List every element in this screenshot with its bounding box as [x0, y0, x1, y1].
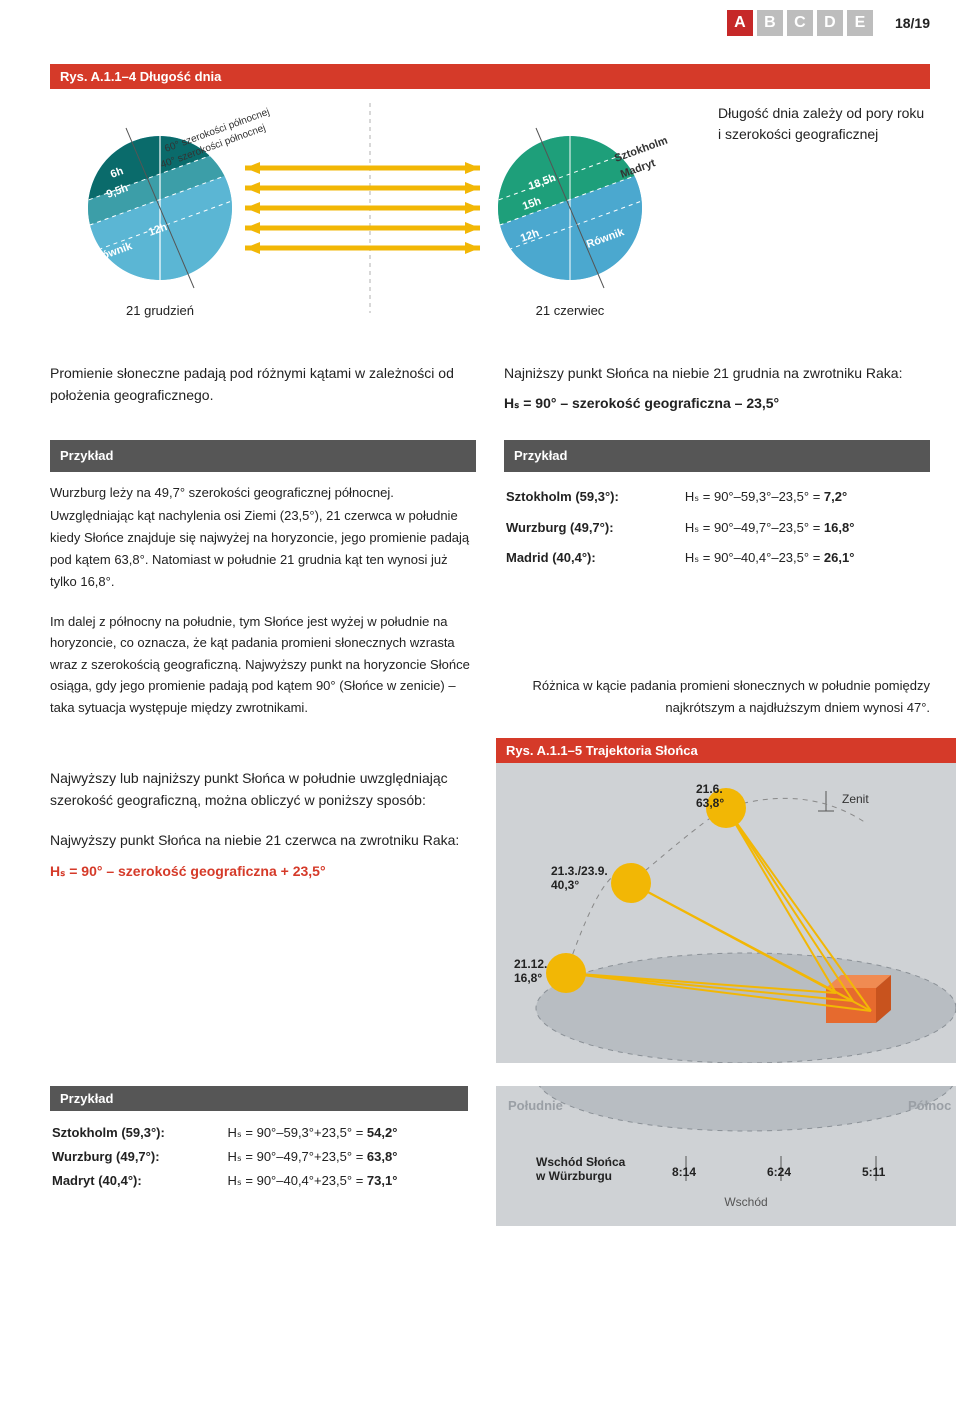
tab-e[interactable]: E — [847, 10, 873, 36]
trajectory-lower-svg: Południe Północ 8:14 6:24 5:11 Wschód Słońcaw… — [496, 1086, 956, 1226]
trajectory-svg: Zenit 21.6.63,8° 21.3./23.9.40,3° 21.12.16,… — [496, 763, 956, 1063]
example1-text: Wurzburg leży na 49,7° szerokości geogra… — [50, 482, 476, 592]
intro-row: Promienie słoneczne padają pod różnymi k… — [50, 363, 930, 414]
svg-text:Zenit: Zenit — [842, 792, 869, 806]
top-tab-bar: A B C D E 18/19 — [50, 10, 930, 36]
followup-row: Im dalej z północny na południe, tym Sło… — [50, 611, 930, 718]
intro-left: Promienie słoneczne padają pod różnymi k… — [50, 363, 476, 414]
svg-text:21.6.: 21.6. — [696, 782, 723, 796]
svg-text:6:24: 6:24 — [767, 1165, 791, 1179]
figure2-lower: Południe Północ 8:14 6:24 5:11 Wschód Słońcaw… — [496, 1086, 956, 1231]
figure1-header: Rys. A.1.1–4 Długość dnia — [50, 64, 930, 89]
section2-text-col: Najwyższy lub najniższy punkt Słońca w p… — [50, 738, 468, 1068]
section2: Najwyższy lub najniższy punkt Słońca w p… — [50, 738, 930, 1068]
example2: Przykład Sztokholm (59,3°):Hₛ = 90°–59,3… — [504, 440, 930, 593]
svg-text:21.3./23.9.: 21.3./23.9. — [551, 864, 608, 878]
followup-right: Różnica w kącie padania promieni słonecz… — [504, 611, 930, 718]
section2-formula: Hₛ = 90° – szerokość geograficzna + 23,5… — [50, 861, 468, 883]
tab-d[interactable]: D — [817, 10, 843, 36]
day-length-svg: 60° szerokości północnej40° szerokości p… — [50, 103, 690, 333]
followup-right-text: Różnica w kącie padania promieni słonecz… — [504, 675, 930, 718]
figure2-header: Rys. A.1.1–5 Trajektoria Słońca — [496, 738, 956, 763]
page-number: 18/19 — [895, 15, 930, 31]
tab-a[interactable]: A — [727, 10, 753, 36]
svg-text:16,8°: 16,8° — [514, 971, 542, 985]
svg-text:21.12.: 21.12. — [514, 957, 547, 971]
svg-text:w Würzburgu: w Würzburgu — [535, 1169, 612, 1183]
svg-text:21 grudzień: 21 grudzień — [126, 303, 194, 318]
example3: Przykład Sztokholm (59,3°):Hₛ = 90°–59,3… — [50, 1086, 468, 1231]
intro-right: Najniższy punkt Słońca na niebie 21 grud… — [504, 363, 930, 414]
svg-text:Północ: Północ — [908, 1098, 951, 1113]
tab-b[interactable]: B — [757, 10, 783, 36]
example2-table: Sztokholm (59,3°):Hₛ = 90°–59,3°–23,5° =… — [504, 482, 930, 572]
section2-p1: Najwyższy lub najniższy punkt Słońca w p… — [50, 768, 468, 811]
intro-formula: Hₛ = 90° – szerokość geograficzna – 23,5… — [504, 395, 779, 411]
examples-row: Przykład Wurzburg leży na 49,7° szerokoś… — [50, 440, 930, 593]
intro-right-line1: Najniższy punkt Słońca na niebie 21 grud… — [504, 365, 902, 381]
svg-text:8:14: 8:14 — [672, 1165, 696, 1179]
example3-header: Przykład — [50, 1086, 468, 1111]
svg-text:21 czerwiec: 21 czerwiec — [536, 303, 605, 318]
tab-c[interactable]: C — [787, 10, 813, 36]
example1-header: Przykład — [50, 440, 476, 472]
section2-p2: Najwyższy punkt Słońca na niebie 21 czer… — [50, 830, 468, 852]
svg-text:63,8°: 63,8° — [696, 796, 724, 810]
followup-left: Im dalej z północny na południe, tym Sło… — [50, 611, 476, 718]
svg-text:Sztokholm: Sztokholm — [613, 134, 670, 164]
example3-table: Sztokholm (59,3°):Hₛ = 90°–59,3°+23,5° =… — [50, 1121, 468, 1193]
bottom-row: Przykład Sztokholm (59,3°):Hₛ = 90°–59,3… — [50, 1086, 930, 1231]
svg-text:40,3°: 40,3° — [551, 878, 579, 892]
svg-text:5:11: 5:11 — [862, 1165, 886, 1179]
svg-text:Wschód: Wschód — [724, 1195, 767, 1209]
svg-text:Południe: Południe — [508, 1098, 563, 1113]
figure1-diagram: 60° szerokości północnej40° szerokości p… — [50, 103, 930, 333]
example2-header: Przykład — [504, 440, 930, 472]
figure2-col: Rys. A.1.1–5 Trajektoria Słońca Zenit 21.… — [496, 738, 956, 1068]
example1: Przykład Wurzburg leży na 49,7° szerokoś… — [50, 440, 476, 593]
figure1-side-text: Długość dnia zależy od pory roku i szero… — [718, 103, 930, 145]
svg-text:Wschód Słońca: Wschód Słońca — [536, 1155, 626, 1169]
